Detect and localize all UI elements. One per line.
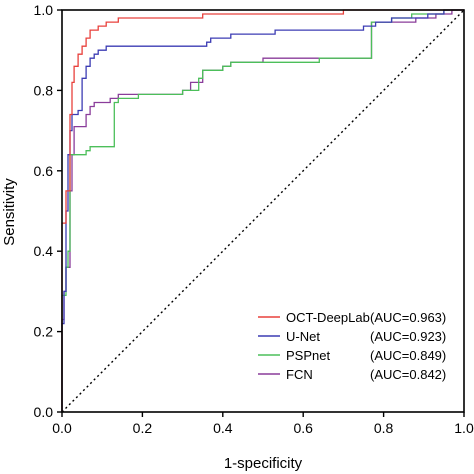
- legend-label: FCN: [286, 367, 313, 382]
- y-tick-label: 0.2: [34, 324, 54, 340]
- legend-auc: (AUC=0.923): [370, 329, 446, 344]
- x-tick-label: 0.4: [213, 420, 233, 436]
- y-tick-label: 1.0: [34, 2, 54, 18]
- legend-auc: (AUC=0.963): [370, 310, 446, 325]
- axes: 0.0 0.2 0.4 0.6 0.8 1.0 0.0 0.2 0.4 0.6 0.8 1.0: [34, 2, 474, 436]
- plot-frame: [61, 9, 465, 413]
- y-axis-title: Sensitivity: [1, 178, 18, 246]
- x-tick-label: 0.2: [133, 420, 153, 436]
- legend-auc: (AUC=0.842): [370, 367, 446, 382]
- y-tick-label: 0.4: [34, 243, 54, 259]
- legend: OCT-DeepLab (AUC=0.963) U-Net (AUC=0.923) PS…: [258, 310, 446, 382]
- x-tick-label: 0.6: [293, 420, 313, 436]
- series-line-u-net: [61, 9, 464, 412]
- x-tick-label: 0.0: [52, 420, 72, 436]
- legend-label: OCT-DeepLab: [286, 310, 370, 325]
- x-axis-title: 1-specificity: [224, 455, 303, 472]
- x-tick-label: 0.8: [374, 420, 394, 436]
- y-tick-label: 0.8: [34, 82, 54, 98]
- legend-label: PSPnet: [286, 348, 330, 363]
- legend-auc: (AUC=0.849): [370, 348, 446, 363]
- y-tick-label: 0.6: [34, 163, 54, 179]
- legend-label: U-Net: [286, 329, 320, 344]
- x-tick-label: 1.0: [454, 420, 474, 436]
- plot-area: [61, 9, 465, 413]
- y-tick-label: 0.0: [34, 404, 54, 420]
- series-line-oct-deeplab: [61, 9, 464, 412]
